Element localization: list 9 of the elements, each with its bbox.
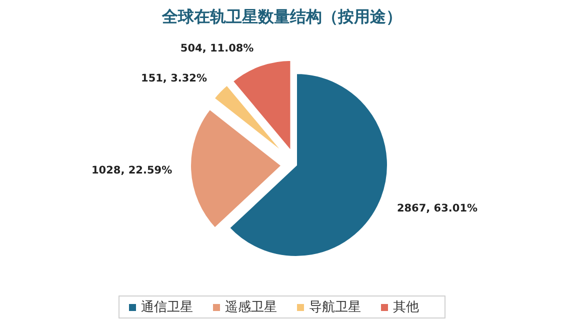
data-label: 1028, 22.59% [92, 164, 173, 176]
legend-label: 其他 [393, 300, 419, 315]
data-label: 2867, 63.01% [396, 202, 478, 215]
data-label: 504, 11.08% [180, 42, 254, 54]
chart-title: 全球在轨卫星数量结构（按用途） [161, 7, 402, 26]
legend-label: 通信卫星 [141, 300, 193, 315]
data-label: 151, 3.32% [141, 72, 208, 85]
legend-label: 遥感卫星 [225, 300, 277, 315]
legend-label: 导航卫星 [309, 300, 361, 315]
